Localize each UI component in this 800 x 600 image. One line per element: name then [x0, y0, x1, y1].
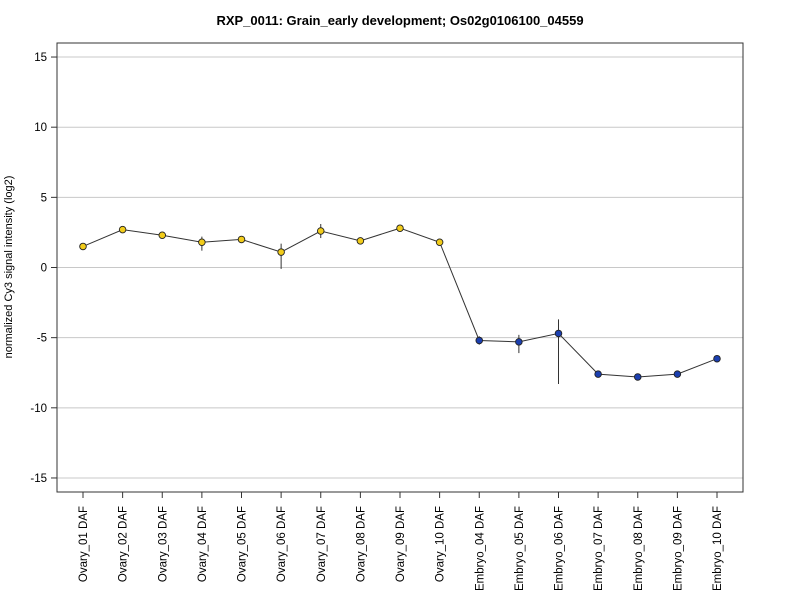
- x-tick-label: Ovary_07 DAF: [316, 506, 328, 582]
- data-point: [713, 354, 721, 363]
- data-point: [237, 235, 246, 244]
- x-tick-label: Ovary_06 DAF: [276, 506, 288, 582]
- data-point: [634, 373, 642, 381]
- y-tick-label: -5: [37, 333, 47, 345]
- data-point: [317, 227, 325, 235]
- x-tick-label: Embryo_08 DAF: [633, 506, 645, 591]
- data-point: [396, 224, 404, 232]
- y-tick-label: 10: [34, 122, 47, 134]
- data-point: [356, 237, 365, 245]
- data-point: [277, 248, 285, 256]
- x-tick-label: Embryo_06 DAF: [554, 506, 566, 591]
- data-point: [594, 370, 602, 378]
- data-point: [79, 242, 87, 251]
- x-tick-label: Ovary_05 DAF: [237, 506, 249, 582]
- x-tick-label: Ovary_10 DAF: [435, 506, 447, 582]
- y-tick-label: 5: [41, 192, 47, 204]
- chart-title: RXP_0011: Grain_early development; Os02g…: [216, 13, 584, 28]
- x-tick-label: Ovary_04 DAF: [197, 506, 209, 582]
- data-point: [198, 238, 206, 246]
- data-point: [554, 329, 563, 338]
- data-point: [118, 225, 127, 234]
- y-tick-label: -10: [30, 403, 47, 415]
- x-tick-label: Ovary_09 DAF: [395, 506, 407, 582]
- x-tick-label: Embryo_10 DAF: [712, 506, 724, 591]
- series-line: [82, 227, 718, 378]
- data-point: [475, 336, 484, 345]
- x-tick-label: Ovary_01 DAF: [78, 506, 90, 582]
- y-tick-label: 15: [34, 52, 47, 64]
- x-tick-label: Embryo_05 DAF: [514, 506, 526, 591]
- data-point: [673, 370, 682, 378]
- y-tick-label: -15: [30, 473, 47, 485]
- data-point: [515, 338, 523, 346]
- x-tick-label: Ovary_03 DAF: [157, 506, 169, 582]
- data-point: [158, 231, 166, 239]
- data-point: [435, 238, 444, 246]
- x-tick-label: Embryo_07 DAF: [593, 506, 605, 591]
- x-tick-label: Ovary_08 DAF: [355, 506, 367, 582]
- x-tick-label: Ovary_02 DAF: [118, 506, 130, 582]
- x-tick-label: Embryo_04 DAF: [474, 506, 486, 591]
- y-tick-label: 0: [41, 263, 47, 275]
- x-tick-label: Embryo_09 DAF: [672, 506, 684, 591]
